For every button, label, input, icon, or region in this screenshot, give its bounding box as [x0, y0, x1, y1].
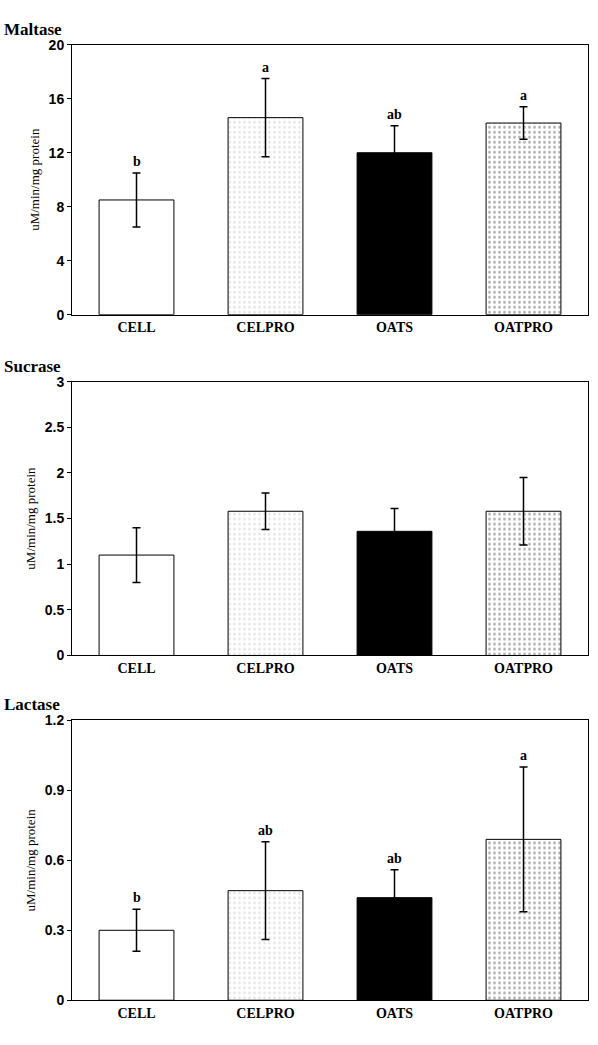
- svg-text:0: 0: [56, 647, 64, 663]
- svg-text:1: 1: [56, 556, 64, 572]
- svg-text:OATS: OATS: [376, 1006, 413, 1021]
- svg-text:CELL: CELL: [117, 1006, 155, 1021]
- svg-text:OATS: OATS: [376, 320, 413, 335]
- svg-text:0.3: 0.3: [45, 922, 65, 938]
- svg-text:CELPRO: CELPRO: [236, 320, 294, 335]
- svg-text:a: a: [262, 60, 269, 75]
- svg-text:b: b: [133, 154, 141, 169]
- svg-text:OATS: OATS: [376, 661, 413, 676]
- svg-text:ab: ab: [258, 823, 273, 838]
- svg-text:8: 8: [56, 199, 64, 215]
- svg-text:uM/min/mg protein: uM/min/mg protein: [23, 809, 38, 912]
- svg-text:ab: ab: [387, 851, 402, 866]
- svg-text:Maltase: Maltase: [4, 20, 62, 39]
- svg-text:a: a: [520, 88, 527, 103]
- svg-text:2: 2: [56, 465, 64, 481]
- svg-text:0.9: 0.9: [45, 782, 65, 798]
- svg-text:OATPRO: OATPRO: [494, 1006, 553, 1021]
- svg-text:CELPRO: CELPRO: [236, 661, 294, 676]
- svg-text:ab: ab: [387, 107, 402, 122]
- svg-text:0.5: 0.5: [45, 602, 65, 618]
- svg-text:OATPRO: OATPRO: [494, 661, 553, 676]
- svg-text:0.6: 0.6: [45, 852, 65, 868]
- svg-text:a: a: [520, 748, 527, 763]
- svg-text:1.5: 1.5: [45, 510, 65, 526]
- svg-text:12: 12: [49, 145, 65, 161]
- svg-text:OATPRO: OATPRO: [494, 320, 553, 335]
- svg-text:3: 3: [56, 374, 64, 390]
- svg-text:20: 20: [49, 37, 65, 53]
- svg-text:16: 16: [49, 91, 65, 107]
- svg-text:CELL: CELL: [117, 320, 155, 335]
- svg-text:CELPRO: CELPRO: [236, 1006, 294, 1021]
- svg-text:1.2: 1.2: [45, 712, 65, 728]
- svg-text:4: 4: [56, 253, 64, 269]
- svg-text:0: 0: [56, 992, 64, 1008]
- svg-text:b: b: [133, 890, 141, 905]
- svg-text:2.5: 2.5: [45, 419, 65, 435]
- svg-text:Sucrase: Sucrase: [4, 357, 61, 376]
- svg-text:uM/min/mg protein: uM/min/mg protein: [27, 128, 42, 231]
- svg-text:Lactase: Lactase: [4, 695, 60, 714]
- svg-text:uM/min/mg protein: uM/min/mg protein: [23, 467, 38, 570]
- svg-text:CELL: CELL: [117, 661, 155, 676]
- svg-text:0: 0: [56, 307, 64, 323]
